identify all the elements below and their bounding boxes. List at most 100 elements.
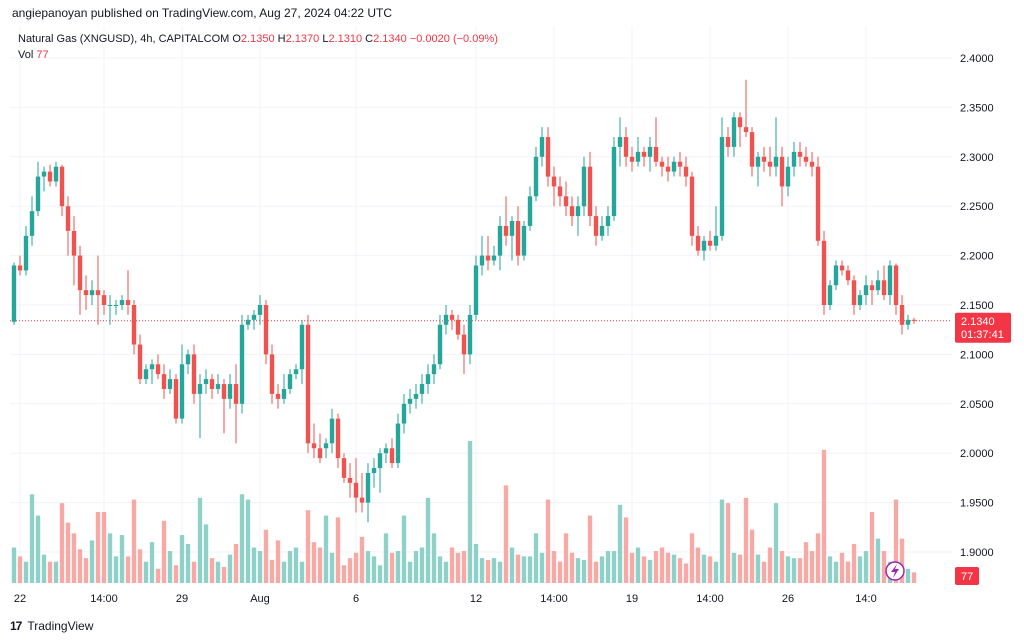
volume-bar (149, 542, 155, 583)
candle-body (755, 156, 761, 167)
candle-body (869, 285, 875, 291)
volume-bar (125, 556, 131, 583)
last-price-tag-bg (955, 312, 1011, 343)
candle-body (689, 176, 695, 236)
volume-bar (569, 552, 575, 583)
candle-body (665, 166, 671, 172)
candle-body (341, 458, 347, 478)
candle-body (89, 290, 95, 296)
volume-bar (281, 561, 287, 583)
candle-body (599, 225, 605, 236)
volume-bar (701, 554, 707, 583)
candle-body (707, 240, 713, 246)
volume-bar (503, 485, 509, 583)
candle-body (353, 482, 359, 498)
y-tick-label: 2.3500 (960, 102, 994, 114)
y-tick-label: 2.3000 (960, 152, 994, 164)
candle-body (479, 255, 485, 266)
candle-body (419, 384, 425, 394)
brand-name: TradingView (27, 619, 94, 633)
candle-body (257, 305, 263, 315)
candle-body (515, 221, 521, 256)
volume-bar (749, 529, 755, 583)
volume-bar (833, 561, 839, 583)
candle-body (329, 418, 335, 444)
volume-bar (17, 556, 23, 583)
volume-bar (611, 551, 617, 583)
candle-body (167, 379, 173, 389)
volume-bar (437, 556, 443, 583)
volume-bar (335, 517, 341, 583)
volume-bar (623, 517, 629, 583)
volume-bar (251, 547, 257, 583)
candle-body (377, 453, 383, 469)
volume-bar (383, 533, 389, 583)
volume-bar (137, 549, 143, 583)
candle-body (17, 265, 23, 271)
volume-bar (491, 558, 497, 583)
candle-body (449, 314, 455, 320)
candle-body (815, 166, 821, 241)
candle-body (767, 161, 773, 167)
volume-bar (707, 556, 713, 583)
candle-body (863, 285, 869, 296)
volume-bar (653, 551, 659, 583)
volume-bar (863, 551, 869, 583)
volume-bar (89, 540, 95, 583)
volume-bar (59, 503, 65, 583)
volume-bar (617, 504, 623, 583)
volume-bar (143, 561, 149, 583)
candle-body (263, 305, 269, 355)
lightning-icon[interactable] (885, 561, 905, 581)
open-label: O (232, 33, 241, 45)
volume-bar (773, 503, 779, 583)
candle-body (137, 344, 143, 380)
candle-body (527, 196, 533, 226)
candle-body (107, 305, 113, 306)
volume-value: 77 (36, 49, 49, 61)
volume-bar (311, 542, 317, 583)
candles (11, 79, 917, 523)
x-tick-label: 14:00 (90, 593, 118, 605)
candle-body (347, 477, 353, 483)
volume-bar (155, 568, 161, 583)
volume-bar (419, 547, 425, 583)
volume-bar (527, 556, 533, 583)
volume-bar (101, 512, 107, 583)
candle-body (161, 374, 167, 389)
candle-body (281, 388, 287, 399)
volume-bar (539, 552, 545, 583)
y-tick-label: 2.4000 (960, 53, 994, 65)
candle-body (545, 137, 551, 177)
volume-bar (431, 533, 437, 583)
x-tick-label: 6 (353, 593, 359, 605)
candle-body (785, 166, 791, 187)
volume-bar (497, 561, 503, 583)
candle-body (191, 354, 197, 394)
volume-bar (905, 568, 911, 583)
candle-body (287, 374, 293, 389)
volume-bar (731, 552, 737, 583)
volume-bar (659, 547, 665, 583)
candle-body (29, 211, 35, 236)
candle-body (35, 176, 41, 212)
candle-body (845, 270, 851, 281)
candle-body (443, 314, 449, 325)
volume-bar (809, 551, 815, 583)
volume-badge: 77 (955, 567, 979, 585)
x-tick-label: 29 (176, 593, 188, 605)
volume-bar (353, 552, 359, 583)
candle-body (779, 156, 785, 187)
candle-body (251, 314, 257, 320)
close-label: C (365, 33, 374, 45)
volume-bar (857, 556, 863, 583)
y-tick-label: 2.1000 (960, 349, 994, 361)
volume-bar (893, 499, 899, 583)
volume-bar (203, 524, 209, 583)
volume-bar (239, 494, 245, 583)
candle-body (761, 156, 767, 162)
volume-bar (461, 551, 467, 583)
volume-bar (173, 565, 179, 583)
footer-brand[interactable]: 17 TradingView (10, 619, 93, 633)
